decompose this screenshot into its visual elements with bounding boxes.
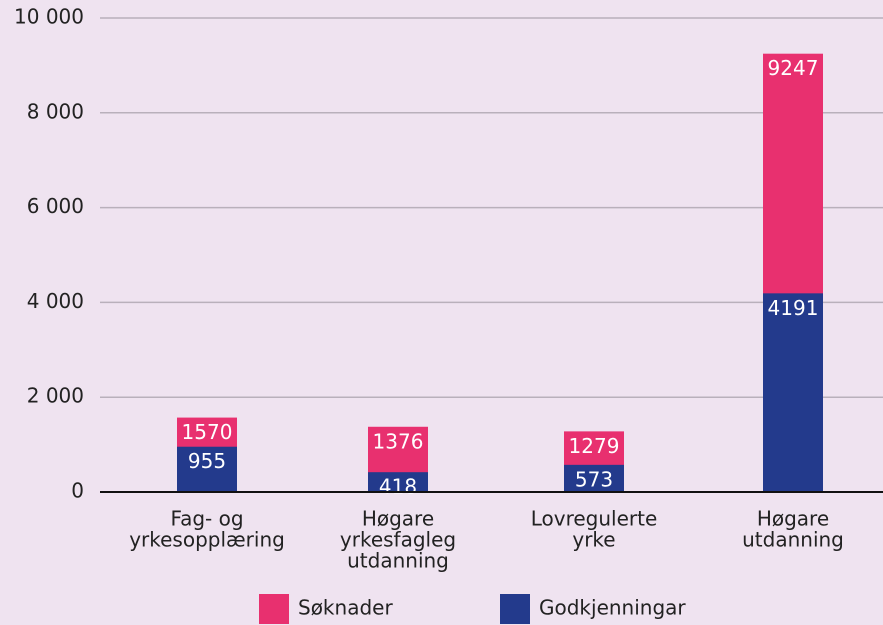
data-label: 1376 <box>373 429 424 453</box>
legend-swatch <box>500 594 530 624</box>
y-tick-label: 0 <box>71 479 84 503</box>
data-label: 9247 <box>768 56 819 80</box>
x-tick-label: Fag- og <box>170 507 243 531</box>
data-label: 1279 <box>569 434 620 458</box>
data-label: 418 <box>379 475 417 499</box>
bar <box>564 464 624 492</box>
data-label: 573 <box>575 467 613 491</box>
y-tick-label: 2 000 <box>27 384 84 408</box>
x-tick-label: Høgare <box>362 507 434 531</box>
legend-label: Søknader <box>298 596 393 620</box>
x-tick-label: utdanning <box>742 528 844 552</box>
x-tick-label: yrkesopplæring <box>129 528 285 552</box>
bar <box>177 446 237 492</box>
y-tick-label: 6 000 <box>27 194 84 218</box>
x-tick-label: Lovregulerte <box>531 507 658 531</box>
data-label: 955 <box>188 449 226 473</box>
bar <box>368 472 428 492</box>
x-tick-label: yrkesfagleg <box>340 528 456 552</box>
legend-swatch <box>259 594 289 624</box>
bar <box>763 293 823 492</box>
y-tick-label: 4 000 <box>27 289 84 313</box>
x-tick-label: Høgare <box>757 507 829 531</box>
x-tick-label: utdanning <box>347 549 449 573</box>
data-label: 1570 <box>182 420 233 444</box>
data-label: 4191 <box>768 296 819 320</box>
y-tick-label: 10 000 <box>14 5 84 29</box>
x-tick-label: yrke <box>572 528 615 552</box>
legend-label: Godkjenningar <box>539 596 686 620</box>
y-tick-label: 8 000 <box>27 99 84 123</box>
